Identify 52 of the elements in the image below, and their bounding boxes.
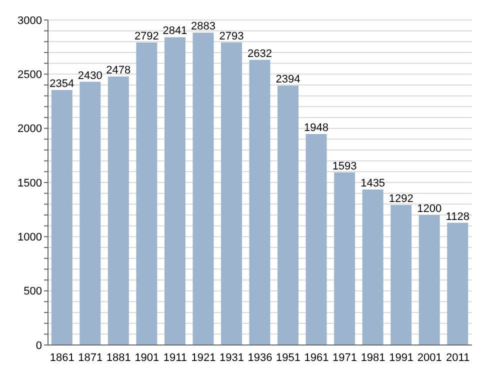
y-tick-label: 500	[24, 286, 42, 298]
bar	[278, 86, 299, 345]
x-tick-label: 2001	[417, 352, 442, 364]
bar	[306, 134, 327, 345]
x-tick-label: 1981	[360, 352, 386, 364]
bar	[80, 82, 101, 345]
bar	[220, 42, 242, 345]
x-tick-label: 1901	[134, 352, 160, 364]
data-label: 1435	[360, 178, 386, 190]
data-label: 1948	[304, 122, 329, 134]
bar	[418, 215, 440, 345]
bar	[108, 76, 129, 345]
x-tick-label: 1991	[389, 352, 414, 364]
data-label: 2883	[190, 20, 216, 33]
data-label: 2478	[106, 64, 131, 77]
data-label: 2793	[219, 30, 244, 42]
y-tick-label: 0	[36, 340, 42, 352]
x-tick-label: 1961	[304, 352, 329, 364]
data-label: 2841	[162, 25, 188, 38]
x-tick-label: 1911	[163, 352, 188, 364]
bar	[164, 37, 186, 345]
bar	[249, 60, 270, 345]
bar	[334, 172, 356, 345]
x-tick-label: 1951	[276, 352, 301, 364]
y-tick-label: 3000	[18, 14, 42, 27]
data-label: 2354	[50, 78, 74, 90]
bar	[447, 222, 468, 345]
data-label: 2430	[78, 70, 102, 82]
data-label: 1200	[417, 203, 442, 215]
y-tick-label: 2500	[18, 69, 42, 82]
bar	[192, 32, 214, 345]
x-tick-label: 1936	[248, 352, 272, 364]
data-label: 1128	[446, 210, 470, 223]
x-tick-label: 1921	[191, 352, 216, 364]
bar	[136, 42, 158, 345]
y-tick-label: 1000	[18, 232, 42, 244]
y-tick-label: 2000	[18, 123, 42, 136]
bar	[390, 205, 412, 345]
x-tick-label: 1931	[219, 352, 244, 364]
data-label: 1593	[332, 160, 357, 172]
x-tick-label: 1861	[50, 352, 74, 364]
data-label: 2792	[134, 30, 159, 43]
data-label: 2394	[276, 74, 300, 86]
x-tick-label: 1871	[78, 352, 103, 364]
bar	[362, 190, 384, 345]
data-label: 2632	[248, 48, 272, 60]
x-tick-label: 2011	[446, 352, 470, 364]
y-tick-label: 1500	[18, 177, 42, 190]
bar	[51, 90, 72, 345]
x-tick-label: 1971	[332, 352, 358, 364]
x-tick-label: 1881	[106, 352, 131, 364]
data-label: 1292	[388, 193, 414, 206]
